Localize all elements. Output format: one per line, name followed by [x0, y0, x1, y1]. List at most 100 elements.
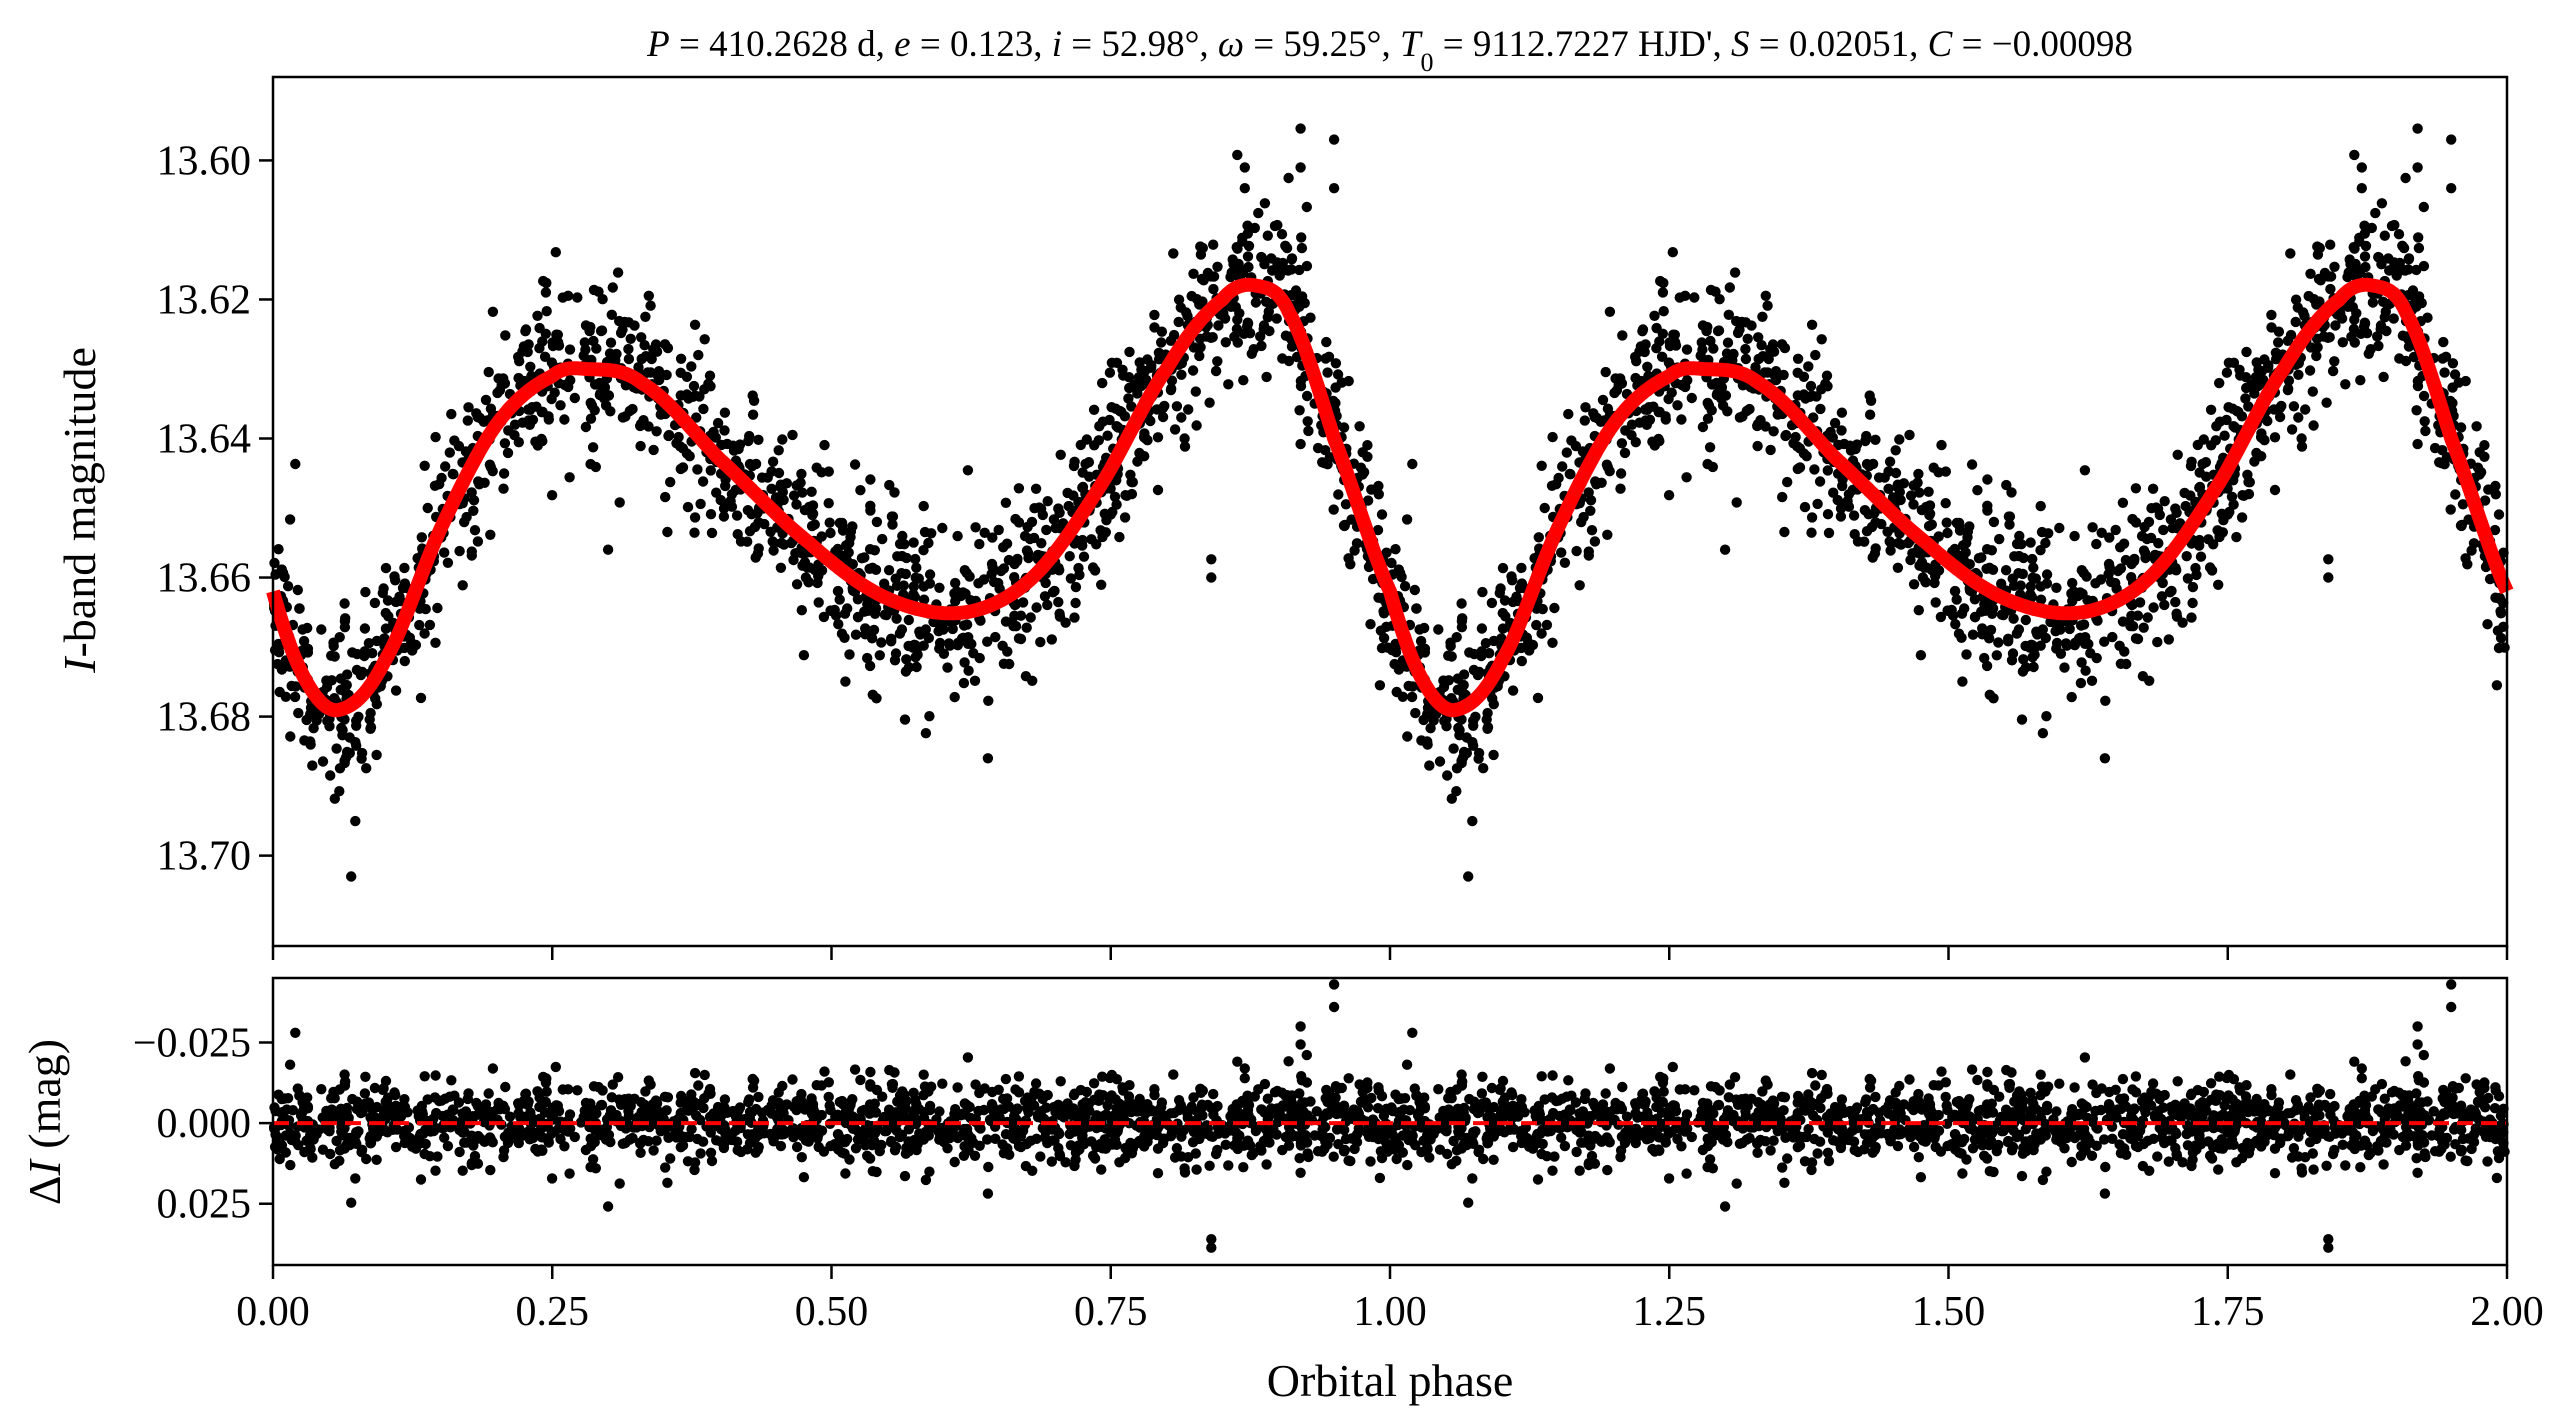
data-point [699, 334, 710, 345]
data-point [836, 550, 847, 561]
residual-point [322, 1124, 333, 1135]
data-point [2117, 616, 2129, 627]
data-point [1226, 267, 1237, 278]
data-point [1714, 294, 1725, 305]
data-point [1175, 302, 1187, 313]
data-point [2335, 308, 2346, 319]
data-point [1197, 296, 1208, 307]
data-point [869, 545, 880, 556]
data-point [2006, 487, 2017, 498]
data-point [617, 324, 628, 335]
data-point [1630, 351, 1641, 363]
data-point [825, 527, 836, 539]
residual-point [859, 1104, 870, 1116]
data-point [1272, 219, 1283, 231]
data-point [1951, 594, 1962, 605]
data-point [663, 429, 675, 441]
data-point [777, 486, 788, 498]
data-point [775, 562, 787, 573]
residual-point [414, 1131, 425, 1142]
data-point [600, 400, 612, 411]
data-point [2006, 655, 2018, 666]
data-point [1765, 444, 1776, 456]
data-point [635, 420, 646, 432]
residual-point [1096, 1164, 1107, 1175]
residual-point [887, 1078, 899, 1090]
data-point [1393, 564, 1405, 575]
data-point [911, 562, 922, 573]
data-point [2035, 594, 2047, 605]
residual-point [351, 1138, 362, 1150]
residual-point [531, 1127, 542, 1139]
data-point [2398, 242, 2410, 254]
data-point [788, 490, 800, 501]
residual-point [498, 1151, 509, 1163]
data-point [380, 623, 392, 634]
residual-point [897, 1086, 908, 1097]
data-point [1463, 871, 1474, 882]
residual-point [675, 1090, 687, 1102]
data-point [1296, 232, 1307, 243]
data-point [1848, 510, 1860, 521]
data-point [2408, 351, 2420, 363]
residual-point [454, 1146, 465, 1158]
residual-point [1357, 1087, 1368, 1098]
data-point [868, 624, 880, 636]
data-point [1036, 538, 1047, 549]
data-point [2035, 581, 2047, 592]
data-point [891, 580, 903, 591]
residual-point [429, 1092, 441, 1103]
data-point [1696, 337, 1708, 348]
data-point [2300, 404, 2311, 415]
residual-point [651, 1098, 663, 1109]
data-point [614, 497, 625, 508]
data-point [1717, 400, 1729, 411]
data-point [1908, 499, 1919, 510]
data-point [1003, 554, 1015, 566]
data-point [747, 409, 759, 420]
data-point [2269, 484, 2281, 496]
data-point [986, 558, 998, 570]
data-point [1729, 267, 1741, 278]
data-point [1414, 624, 1425, 635]
data-point [1065, 573, 1077, 584]
data-point [2223, 357, 2235, 368]
residual-point [1175, 1099, 1187, 1111]
data-point [1078, 551, 1090, 562]
residual-point [750, 1147, 761, 1158]
data-point [337, 730, 348, 741]
residual-point [482, 1109, 493, 1121]
data-point [2349, 243, 2360, 254]
residual-point [767, 1095, 779, 1106]
residual-point [1532, 1174, 1544, 1185]
data-point [572, 292, 583, 303]
data-point [2413, 242, 2425, 254]
data-point [1457, 687, 1469, 698]
data-point [877, 533, 888, 545]
data-point [636, 332, 647, 343]
residual-point [1149, 1089, 1160, 1101]
data-point [1641, 419, 1653, 430]
data-point [1296, 242, 1308, 254]
data-point [1984, 689, 1996, 700]
data-point [2118, 538, 2130, 549]
data-point [329, 651, 340, 662]
data-point [2205, 404, 2217, 415]
residual-point [1283, 1056, 1294, 1067]
data-point [1458, 679, 1469, 691]
data-point [1843, 501, 1855, 512]
data-point [2325, 239, 2336, 250]
data-point [862, 652, 873, 664]
residual-point [889, 1145, 901, 1156]
residual-point [1102, 1100, 1113, 1111]
data-point [2117, 497, 2129, 508]
data-point [830, 610, 842, 621]
residual-point [316, 1084, 327, 1095]
data-point [979, 527, 990, 538]
residual-point [1157, 1133, 1169, 1145]
data-point [982, 636, 993, 647]
data-point [1476, 623, 1488, 634]
residual-point [457, 1108, 468, 1119]
residual-point [834, 1096, 846, 1108]
residual-point [674, 1131, 686, 1143]
